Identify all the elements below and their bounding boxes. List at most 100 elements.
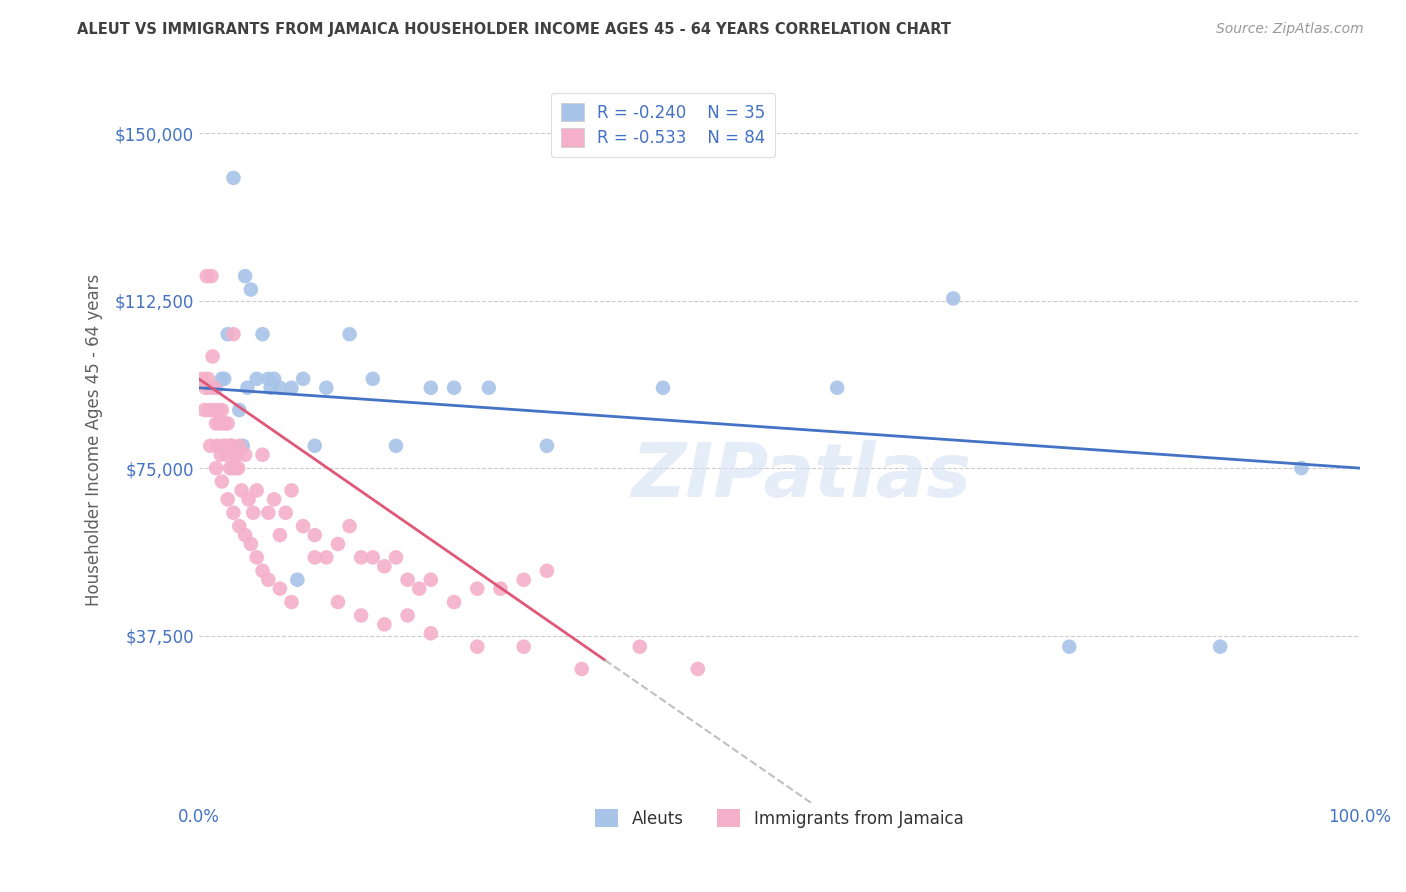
Point (652, 381, 675, 395)
Point (194, 381, 217, 395)
Point (232, 439, 254, 453)
Point (257, 506, 280, 520)
Point (385, 439, 408, 453)
Point (212, 439, 235, 453)
Point (292, 372, 315, 386)
Point (221, 461, 243, 475)
Point (200, 381, 222, 395)
Point (219, 439, 242, 453)
Point (263, 372, 285, 386)
Point (280, 381, 302, 395)
Point (217, 327, 239, 342)
Point (246, 550, 269, 565)
Point (228, 403, 250, 417)
Point (571, 662, 593, 676)
Point (512, 573, 534, 587)
Point (269, 582, 291, 596)
Point (233, 528, 256, 542)
Point (205, 439, 228, 453)
Point (252, 564, 274, 578)
Y-axis label: Householder Income Ages 45 - 64 years: Householder Income Ages 45 - 64 years (86, 274, 103, 607)
Point (225, 461, 247, 475)
Point (326, 595, 349, 609)
Point (219, 461, 242, 475)
Point (396, 573, 419, 587)
Point (285, 573, 308, 587)
Point (280, 483, 302, 498)
Point (226, 448, 249, 462)
Point (197, 372, 219, 386)
Point (200, 439, 222, 453)
Point (339, 327, 361, 342)
Point (628, 640, 651, 654)
Point (269, 381, 291, 395)
Point (361, 372, 384, 386)
Point (217, 417, 239, 431)
Point (304, 528, 326, 542)
Point (304, 439, 326, 453)
Point (465, 582, 488, 596)
Point (269, 528, 291, 542)
Point (536, 564, 558, 578)
Point (239, 537, 262, 551)
Point (825, 381, 848, 395)
Point (257, 573, 280, 587)
Point (202, 403, 225, 417)
Point (218, 439, 240, 453)
Point (195, 269, 218, 284)
Point (326, 537, 349, 551)
Point (512, 640, 534, 654)
Point (222, 506, 245, 520)
Point (315, 550, 337, 565)
Text: Source: ZipAtlas.com: Source: ZipAtlas.com (1216, 22, 1364, 37)
Point (246, 372, 269, 386)
Point (465, 640, 488, 654)
Point (350, 608, 373, 623)
Point (228, 519, 250, 533)
Point (226, 461, 249, 475)
Point (233, 269, 256, 284)
Point (198, 403, 221, 417)
Point (205, 417, 228, 431)
Point (419, 626, 441, 640)
Point (224, 448, 246, 462)
Point (350, 550, 373, 565)
Point (396, 608, 419, 623)
Point (228, 439, 250, 453)
Point (238, 492, 260, 507)
Point (211, 372, 233, 386)
Point (373, 559, 395, 574)
Point (536, 439, 558, 453)
Text: ZIPatlas: ZIPatlas (633, 440, 973, 513)
Point (361, 550, 384, 565)
Point (942, 292, 965, 306)
Legend: Aleuts, Immigrants from Jamaica: Aleuts, Immigrants from Jamaica (588, 803, 970, 835)
Point (239, 283, 262, 297)
Point (207, 403, 229, 417)
Point (242, 506, 264, 520)
Point (204, 381, 226, 395)
Point (200, 269, 222, 284)
Point (205, 381, 228, 395)
Point (385, 550, 408, 565)
Point (339, 519, 361, 533)
Point (257, 372, 280, 386)
Point (246, 483, 269, 498)
Point (211, 475, 233, 489)
Point (212, 417, 235, 431)
Point (212, 372, 235, 386)
Point (211, 403, 233, 417)
Point (208, 417, 231, 431)
Point (219, 439, 242, 453)
Point (280, 595, 302, 609)
Point (292, 519, 315, 533)
Point (489, 582, 512, 596)
Point (236, 381, 259, 395)
Point (252, 448, 274, 462)
Point (443, 381, 465, 395)
Text: ALEUT VS IMMIGRANTS FROM JAMAICA HOUSEHOLDER INCOME AGES 45 - 64 YEARS CORRELATI: ALEUT VS IMMIGRANTS FROM JAMAICA HOUSEHO… (77, 22, 952, 37)
Point (259, 381, 281, 395)
Point (443, 595, 465, 609)
Point (1209, 640, 1232, 654)
Point (419, 573, 441, 587)
